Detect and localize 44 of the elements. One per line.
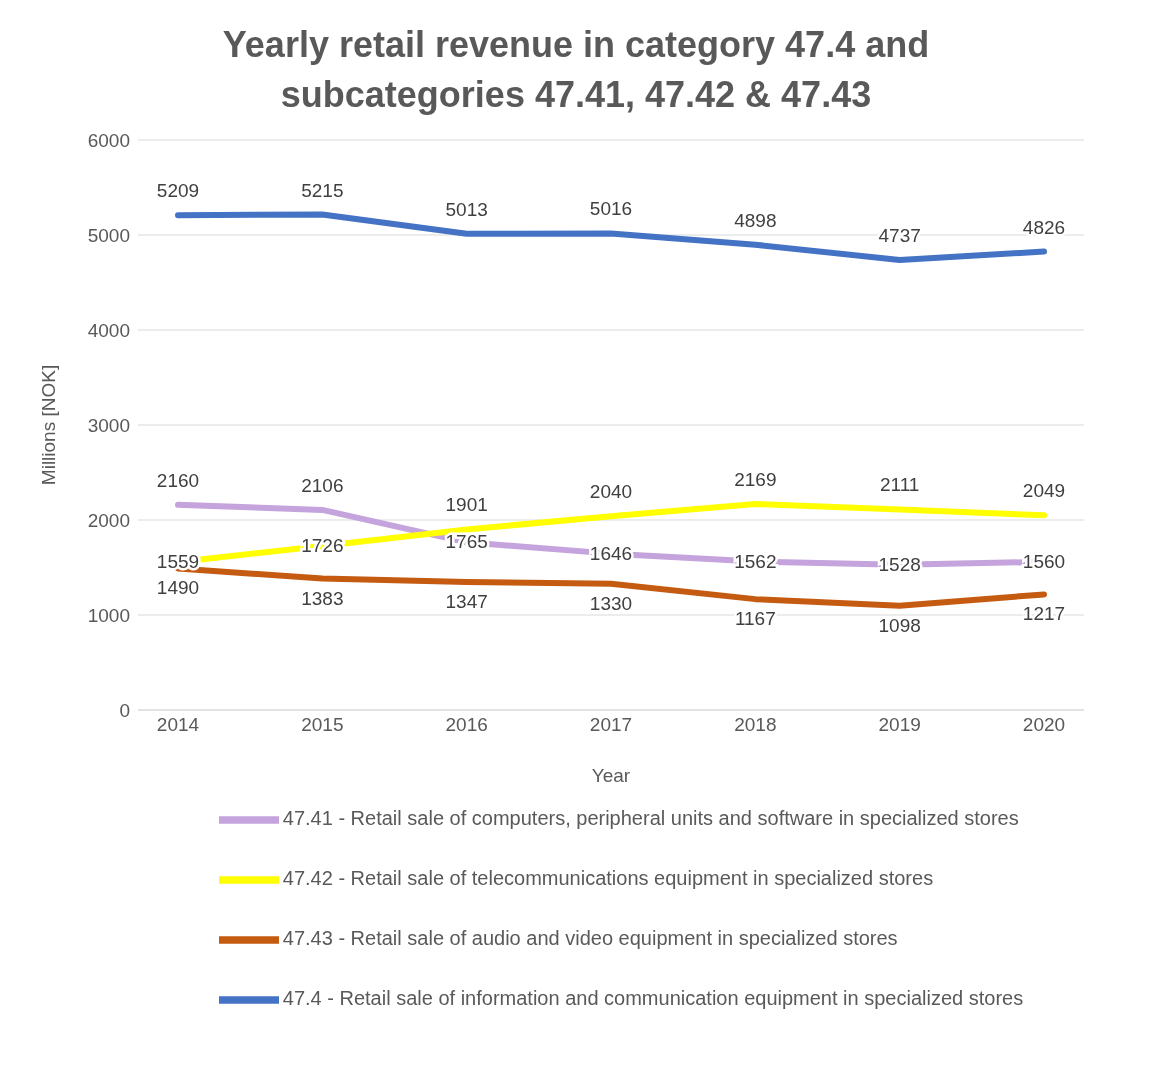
x-tick-label: 2016 xyxy=(445,714,488,736)
data-label: 2049 xyxy=(1022,480,1066,502)
x-axis-title: Year xyxy=(591,765,631,786)
data-label: 1383 xyxy=(301,587,344,609)
data-label: 1167 xyxy=(734,608,776,630)
data-label: 5016 xyxy=(589,198,633,220)
legend-label: 47.41 - Retail sale of computers, peripheral units and software in specialized stores xyxy=(282,807,1019,830)
data-label: 4898 xyxy=(734,209,777,231)
y-tick-label: 4000 xyxy=(87,319,130,341)
x-tick-label: 2017 xyxy=(589,714,633,736)
y-tick-label: 3000 xyxy=(87,414,130,436)
data-label: 2169 xyxy=(734,468,777,490)
data-label: 5013 xyxy=(445,198,488,220)
data-label: 2160 xyxy=(156,469,200,491)
data-label: 1347 xyxy=(445,591,488,613)
legend-label: 47.43 - Retail sale of audio and video equipment in specialized stores xyxy=(282,927,898,950)
x-tick-label: 2020 xyxy=(1022,714,1066,736)
data-label: 2106 xyxy=(301,474,344,496)
data-label: 2040 xyxy=(589,481,633,503)
y-tick-label: 6000 xyxy=(87,129,130,151)
data-label: 1217 xyxy=(1022,603,1066,625)
y-tick-label: 0 xyxy=(119,699,130,721)
x-tick-label: 2019 xyxy=(878,714,921,736)
legend-label: 47.42 - Retail sale of telecommunications equipment in specialized stores xyxy=(282,867,934,890)
data-label: 1098 xyxy=(878,614,921,636)
data-label: 4737 xyxy=(878,224,921,246)
y-axis-title: Millions [NOK] xyxy=(37,364,59,486)
y-tick-label: 5000 xyxy=(87,224,130,246)
x-tick-label: 2015 xyxy=(301,714,344,736)
data-label: 2111 xyxy=(879,474,920,496)
chart-title: Yearly retail revenue in category 47.4 and subcategories 47.41, 47.42 & 47.43 xyxy=(221,23,931,117)
data-label: 5209 xyxy=(156,180,200,202)
y-tick-label: 2000 xyxy=(87,509,130,531)
legend-label: 47.4 - Retail sale of information and communication equipment in specialized stores xyxy=(282,987,1024,1010)
data-label: 1901 xyxy=(445,494,488,516)
data-label: 1528 xyxy=(878,553,921,575)
data-label: 4826 xyxy=(1022,216,1066,238)
data-label: 1490 xyxy=(156,577,200,599)
x-tick-label: 2014 xyxy=(156,714,200,736)
x-tick-label: 2018 xyxy=(734,714,777,736)
y-tick-label: 1000 xyxy=(87,604,130,626)
data-label: 1560 xyxy=(1022,550,1066,572)
data-label: 5215 xyxy=(301,179,344,201)
data-label: 1330 xyxy=(589,592,633,614)
